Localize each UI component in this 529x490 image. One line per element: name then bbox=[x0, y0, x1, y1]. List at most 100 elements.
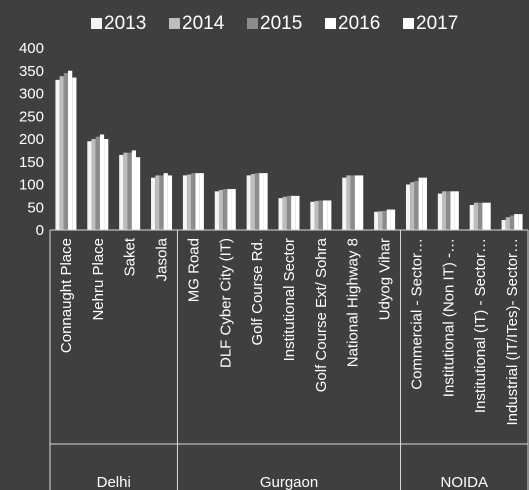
category-label: Golf Course Rd. bbox=[249, 238, 266, 346]
legend-label: 2016 bbox=[338, 13, 380, 34]
bar bbox=[314, 200, 319, 230]
bar bbox=[127, 152, 132, 230]
bar bbox=[386, 209, 391, 230]
category-label: Connaught Place bbox=[58, 238, 75, 353]
bar bbox=[505, 217, 510, 230]
legend-label: 2013 bbox=[104, 13, 146, 34]
category-label: MG Road bbox=[185, 238, 202, 302]
legend-swatch bbox=[325, 18, 336, 29]
bar bbox=[151, 177, 156, 230]
bar bbox=[418, 177, 423, 230]
bar bbox=[446, 191, 451, 230]
bar bbox=[119, 154, 124, 230]
bar bbox=[259, 173, 264, 231]
bar bbox=[99, 134, 105, 230]
bar bbox=[359, 175, 364, 230]
category-label: Institutional Sector bbox=[281, 238, 298, 361]
bar bbox=[231, 189, 236, 230]
category-label: Industrial (IT/ITes)- Sector… bbox=[504, 238, 521, 426]
category-label: Institutional (IT) - Sector… bbox=[472, 238, 489, 413]
bar bbox=[167, 175, 173, 230]
bars bbox=[55, 70, 523, 231]
category-label: Institutional (Non IT) -… bbox=[440, 238, 457, 397]
y-tick-label: 250 bbox=[19, 108, 44, 125]
bar bbox=[486, 202, 491, 230]
bar bbox=[310, 201, 315, 230]
legend-swatch bbox=[403, 18, 414, 29]
bar bbox=[514, 214, 519, 230]
bar bbox=[55, 79, 60, 230]
bar bbox=[478, 202, 483, 230]
legend-label: 2015 bbox=[260, 13, 302, 34]
y-tick-label: 400 bbox=[19, 40, 44, 57]
category-label: Udyog Vihar bbox=[377, 238, 394, 320]
bar bbox=[282, 196, 287, 230]
bar bbox=[250, 174, 256, 230]
bar bbox=[354, 175, 360, 230]
bar bbox=[191, 173, 196, 231]
group-label: NOIDA bbox=[441, 474, 489, 490]
category-label: Golf Course Ext/ Sohra bbox=[313, 237, 330, 392]
bar bbox=[131, 150, 136, 231]
bar bbox=[482, 202, 487, 230]
bar bbox=[95, 136, 100, 230]
bar bbox=[223, 189, 228, 230]
bar bbox=[437, 193, 443, 230]
category-label: DLF Cyber City (IT) bbox=[217, 238, 234, 368]
y-tick-label: 300 bbox=[19, 86, 44, 103]
legend: 2013 2014 2015 2016 2017 bbox=[91, 13, 458, 34]
bar bbox=[123, 152, 128, 230]
bar bbox=[263, 173, 268, 231]
bar bbox=[518, 214, 523, 230]
bar bbox=[318, 200, 323, 230]
bar bbox=[473, 202, 479, 230]
y-tick-label: 100 bbox=[19, 177, 44, 194]
legend-label: 2017 bbox=[416, 13, 458, 34]
bar bbox=[295, 195, 300, 231]
bar bbox=[422, 177, 427, 230]
category-label: Jasola bbox=[154, 237, 171, 281]
y-tick-label: 200 bbox=[19, 131, 44, 148]
y-tick-label: 150 bbox=[19, 154, 44, 171]
bar bbox=[182, 175, 188, 230]
bar bbox=[342, 177, 347, 230]
y-tick-label: 0 bbox=[36, 222, 44, 239]
bar bbox=[72, 77, 77, 230]
category-label: Saket bbox=[122, 237, 139, 276]
legend-label: 2014 bbox=[182, 13, 225, 34]
group-label: Gurgaon bbox=[260, 474, 318, 490]
bar bbox=[195, 173, 200, 231]
bar bbox=[91, 139, 96, 230]
category-label: National Highway 8 bbox=[345, 238, 362, 367]
bar bbox=[227, 189, 232, 230]
legend-swatch bbox=[91, 18, 102, 29]
bar bbox=[346, 175, 351, 230]
bar bbox=[374, 211, 379, 230]
bar bbox=[246, 175, 251, 230]
bar bbox=[450, 191, 455, 230]
y-tick-label: 350 bbox=[19, 63, 44, 80]
bar bbox=[327, 200, 332, 230]
bar bbox=[278, 198, 283, 230]
bar bbox=[442, 191, 447, 230]
bar bbox=[63, 73, 69, 230]
y-tick-label: 50 bbox=[27, 199, 44, 216]
bar bbox=[405, 184, 411, 230]
bar bbox=[87, 141, 92, 230]
bar bbox=[469, 204, 474, 230]
bar bbox=[59, 76, 64, 231]
bar bbox=[378, 211, 383, 230]
legend-swatch bbox=[247, 18, 258, 29]
bar bbox=[214, 191, 219, 230]
bar bbox=[135, 157, 141, 230]
bar bbox=[350, 175, 355, 230]
bar bbox=[390, 209, 396, 230]
bar bbox=[163, 173, 168, 231]
bar bbox=[104, 139, 109, 230]
bar bbox=[155, 175, 160, 230]
bar bbox=[159, 175, 164, 230]
bar bbox=[454, 191, 459, 230]
bar bbox=[199, 173, 204, 231]
bar bbox=[68, 70, 73, 230]
